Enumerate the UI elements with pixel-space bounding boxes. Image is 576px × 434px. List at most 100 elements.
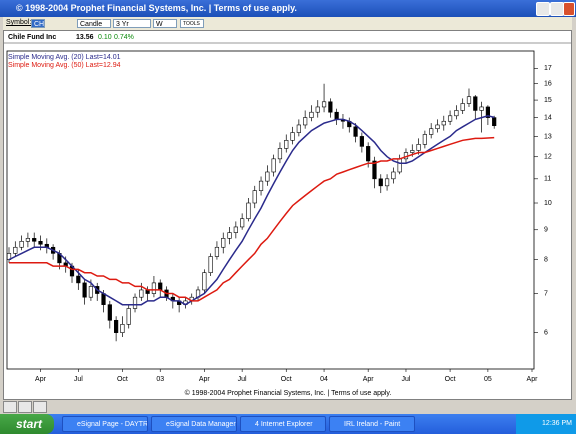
candle-body (202, 272, 207, 291)
moving-average-line (9, 136, 495, 302)
x-tick-label: Oct (445, 376, 456, 383)
chart: Chile Fund Inc 13.56 0.10 0.74% © 1998-2… (4, 34, 571, 397)
candle-body (114, 319, 119, 333)
candle-body (19, 240, 24, 248)
fund-name: Chile Fund Inc (8, 34, 56, 41)
y-tick-label: 11 (544, 176, 551, 183)
style-select[interactable]: Candle (77, 19, 111, 28)
x-tick-label: Jul (238, 376, 247, 383)
y-tick-label: 13 (544, 133, 552, 140)
x-tick-label: 03 (156, 376, 164, 383)
candle-body (378, 178, 383, 187)
zoom-in[interactable] (3, 401, 17, 413)
candle-body (384, 178, 390, 187)
candle-body (221, 238, 226, 248)
footer: © 1998-2004 Prophet Financial Systems, I… (185, 389, 392, 397)
candle-body (88, 286, 94, 298)
y-tick-label: 12 (544, 154, 552, 161)
moving-average-line (8, 115, 495, 306)
x-tick-label: Apr (199, 376, 211, 383)
candle-body (359, 136, 364, 147)
chart-panel: Chile Fund Inc 13.56 0.10 0.74% © 1998-2… (3, 30, 572, 400)
candle-body (422, 134, 427, 145)
maximize-button[interactable] (550, 2, 564, 16)
candle-body (38, 240, 43, 245)
task-button[interactable]: eSignal Page - DAYTR... (62, 416, 148, 432)
candle-body (76, 275, 81, 284)
candle-body (473, 96, 478, 111)
x-tick-label: Apr (527, 376, 539, 383)
y-tick-label: 9 (544, 227, 548, 234)
candle-body (309, 111, 314, 118)
y-tick-label: 6 (544, 330, 548, 337)
candle-body (372, 160, 377, 180)
candle-body (214, 246, 220, 257)
candle-body (246, 202, 251, 220)
candle-body (120, 324, 125, 333)
symbol-label: Symbol: (6, 19, 32, 26)
candle-body (227, 232, 232, 239)
x-tick-label: 04 (320, 376, 328, 383)
y-tick-label: 10 (544, 200, 552, 207)
period-select[interactable]: 3 Yr (113, 19, 151, 28)
zoom-out[interactable] (18, 401, 32, 413)
candle-body (139, 289, 144, 298)
interval-select[interactable]: W (153, 19, 177, 28)
x-tick-label: Apr (35, 376, 47, 383)
start-button[interactable]: start (0, 414, 54, 434)
candle-body (435, 124, 440, 130)
y-tick-label: 7 (544, 290, 548, 297)
candle-body (132, 296, 138, 309)
x-tick-label: Apr (363, 376, 375, 383)
candle-body (410, 150, 415, 153)
legend-entry: Simple Moving Avg. (20) Last=14.01 (8, 54, 121, 61)
task-button[interactable]: IRL Ireland - Paint (329, 416, 415, 432)
toolbar: Symbol: CH Candle 3 Yr W TOOLS (3, 17, 572, 30)
candle-body (479, 106, 484, 111)
candle-body (252, 190, 257, 204)
candle-body (107, 304, 112, 321)
candle-body (233, 226, 238, 233)
zoom-bar (3, 401, 572, 414)
y-tick-label: 16 (544, 81, 552, 88)
candle-body (447, 115, 453, 122)
task-button[interactable]: 4 Internet Explorer (240, 416, 326, 432)
zoom-reset[interactable] (33, 401, 47, 413)
candle-body (492, 117, 497, 127)
candle-body (334, 111, 339, 120)
x-tick-label: Oct (117, 376, 128, 383)
minimize-button[interactable] (536, 2, 550, 16)
change-pct: 0.74% (114, 34, 134, 41)
x-tick-label: Oct (281, 376, 292, 383)
candle-body (208, 256, 213, 273)
candle-body (353, 126, 358, 137)
task-button[interactable]: eSignal Data Manager (151, 416, 237, 432)
change: 0.10 (98, 34, 112, 41)
taskbar: start eSignal Page - DAYTR... eSignal Da… (0, 414, 576, 434)
candle-body (284, 140, 289, 149)
candle-body (126, 308, 131, 325)
candle-body (441, 120, 446, 126)
x-tick-label: 05 (484, 376, 492, 383)
tools-button[interactable]: TOOLS (180, 19, 204, 28)
candle-body (391, 171, 396, 180)
clock: 12:36 PM (516, 414, 576, 434)
legend-entry: Simple Moving Avg. (50) Last=12.94 (8, 62, 121, 69)
candle-body (416, 144, 421, 151)
last-price: 13.56 (76, 34, 94, 41)
candle-body (151, 282, 157, 294)
close-button[interactable] (563, 2, 575, 16)
candle-body (82, 282, 87, 298)
x-tick-label: Jul (401, 376, 410, 383)
candle-body (303, 117, 308, 126)
candle-body (240, 218, 245, 228)
candle-body (13, 246, 18, 254)
y-tick-label: 14 (544, 114, 552, 121)
window-title: © 1998-2004 Prophet Financial Systems, I… (16, 3, 297, 13)
candle-body (101, 293, 106, 305)
candle-body (429, 128, 434, 135)
y-tick-label: 8 (544, 256, 548, 263)
symbol-input[interactable]: CH (31, 19, 45, 28)
y-tick-label: 17 (544, 65, 552, 72)
